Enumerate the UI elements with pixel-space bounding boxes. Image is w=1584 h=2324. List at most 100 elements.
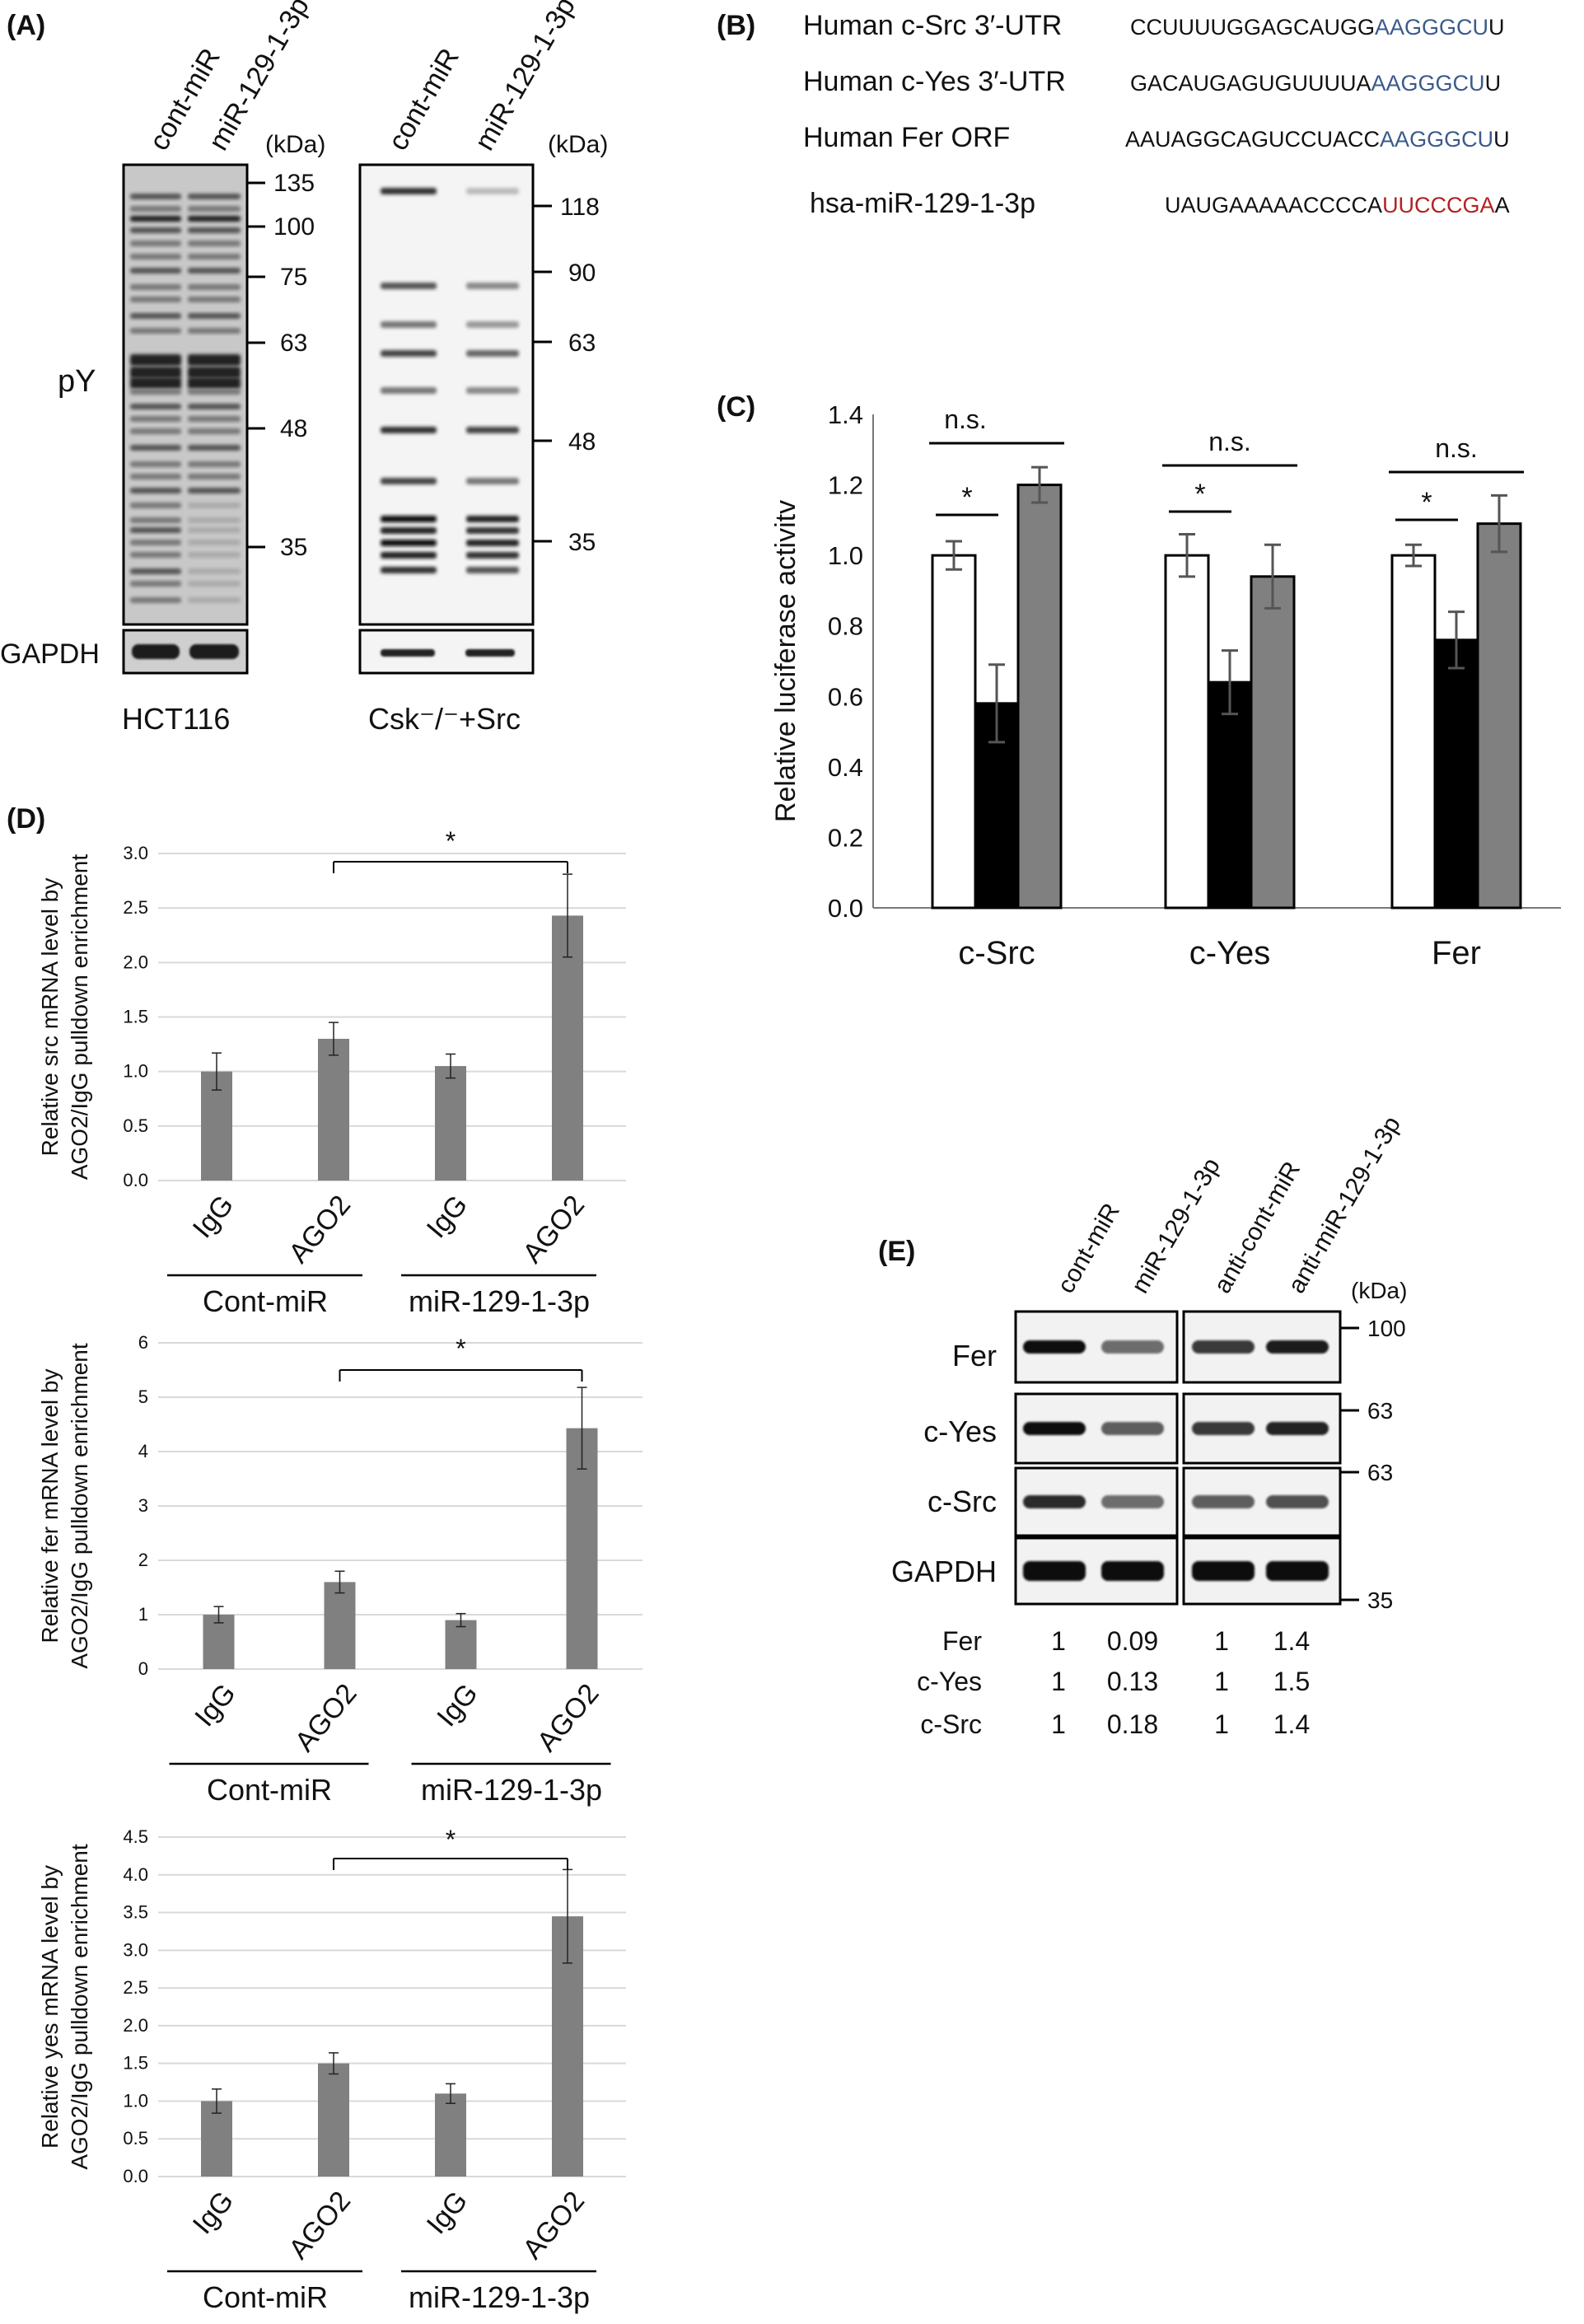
blot1-row-label: pY <box>58 364 96 399</box>
blot1-band <box>188 503 241 508</box>
blot1-band <box>188 527 241 533</box>
x-category-label: c-Yes <box>1189 935 1271 971</box>
y-tick-label: 2 <box>138 1550 148 1570</box>
panel-b-label: (B) <box>717 10 755 41</box>
blot2-marker-0: 118 <box>560 194 600 221</box>
y-tick-label: 3.5 <box>123 1902 148 1923</box>
blot1-band <box>188 552 241 558</box>
blot2-band <box>381 321 437 328</box>
blot1-marker-2: 75 <box>280 264 307 291</box>
blot1-bands <box>130 194 241 603</box>
blot1-band <box>188 474 241 479</box>
panel-e-band <box>1101 1340 1164 1354</box>
sequence-seed: AAGGGCU <box>1380 127 1493 152</box>
sequence-text: GACAUGAGUGUUUUAAAGGGCUU <box>1130 71 1501 96</box>
blot2-band <box>466 350 519 357</box>
y-axis-label-line: Relative fer mRNA level by <box>37 1368 63 1643</box>
blot1-band <box>188 206 241 212</box>
x-category-label: IgG <box>187 2186 240 2240</box>
blot1-band <box>188 284 241 290</box>
panel-e-band <box>1023 1422 1086 1435</box>
blot2-bands <box>381 188 519 573</box>
panel-e-quant-value: 1 <box>1051 1667 1066 1696</box>
y-tick-label: 0.2 <box>828 823 863 852</box>
panel-e-marker-label: 100 <box>1367 1316 1406 1341</box>
panel-e-band <box>1101 1561 1164 1581</box>
blot2-cell-line: Csk⁻/⁻+Src <box>368 702 521 736</box>
panel-e-band <box>1023 1561 1086 1581</box>
blot1-band <box>188 445 241 451</box>
blot2-band <box>466 427 519 433</box>
panel-e-lane-label: miR-129-1-3p <box>1126 1153 1225 1298</box>
x-category-label: AGO2 <box>289 1678 363 1758</box>
panel-e-row-label: Fer <box>952 1339 997 1372</box>
blot1-band <box>188 254 241 260</box>
blot1-band <box>130 517 181 523</box>
blot2-band <box>381 350 437 357</box>
panel-e-quant-value: 1 <box>1051 1626 1066 1656</box>
blot1-band <box>130 568 181 574</box>
chart-c: 0.0 0.2 0.4 0.6 0.8 1.0 1.2 1.4 Relative lucifer… <box>770 400 1561 971</box>
blot2-marker-3: 48 <box>568 428 596 456</box>
sig-label: * <box>456 1334 465 1363</box>
y-tick-label: 1.2 <box>828 471 863 500</box>
sequence-seed: UUCCCGA <box>1382 193 1495 217</box>
bar <box>552 915 583 1181</box>
panel-e-band <box>1266 1340 1329 1354</box>
x-category-label: IgG <box>421 2186 474 2240</box>
blot1-band <box>188 227 241 233</box>
panel-b: (B) Human c-Src 3′-UTR CCUUUUGGAGCAUGGAAG… <box>717 10 1510 219</box>
blot2-marker-4: 35 <box>568 529 596 556</box>
blot1-band <box>188 241 241 246</box>
panel-e-quant-value: 0.13 <box>1107 1667 1158 1696</box>
y-tick-label: 2.0 <box>123 952 148 972</box>
panel-e-quant-value: 1.5 <box>1273 1667 1310 1696</box>
blot2-lane-label-0: cont-miR <box>382 43 465 156</box>
blot2-gapdh-band-0 <box>381 649 435 657</box>
x-category-label: AGO2 <box>516 1190 591 1270</box>
sig-label: * <box>446 1825 456 1854</box>
panel-e-quant-value: 1 <box>1214 1667 1229 1696</box>
blot1-gapdh-band-1 <box>189 644 239 659</box>
blot1-band <box>130 313 181 319</box>
blot1-band <box>130 268 181 274</box>
y-tick-label: 1.4 <box>828 400 863 429</box>
blot1-band <box>188 328 241 334</box>
y-tick-label: 4.0 <box>123 1864 148 1885</box>
blot2-band <box>466 188 519 194</box>
y-tick-label: 6 <box>138 1332 148 1353</box>
panel-e-row-label: c-Src <box>928 1485 997 1518</box>
chart-d-fer: 0 1 2 3 4 5 6 Relative fer mRNA level by AGO2/Ig… <box>37 1332 642 1807</box>
blot1-band <box>130 597 181 603</box>
sequence-seed: AAGGGCU <box>1371 71 1485 96</box>
blot2-band <box>381 478 437 484</box>
blot1-gapdh-band-0 <box>132 644 180 659</box>
y-tick-label: 3 <box>138 1495 148 1516</box>
blot1-marker-3: 63 <box>280 330 307 357</box>
sequence-tail: U <box>1488 15 1505 40</box>
blot1-band <box>130 581 181 587</box>
bar <box>1433 638 1479 909</box>
blot2-band <box>466 527 519 534</box>
blot1-band <box>188 354 241 366</box>
bar <box>1207 680 1253 909</box>
y-tick-label: 1.0 <box>123 1061 148 1082</box>
y-axis-label-line: AGO2/IgG pulldown enrichment <box>67 1844 92 2170</box>
y-tick-label: 0.0 <box>123 2166 148 2186</box>
panel-e-marker-label: 63 <box>1367 1460 1393 1485</box>
panel-e-quant-value: 1.4 <box>1273 1626 1310 1656</box>
bar <box>445 1620 477 1669</box>
blot2-markers: 118 90 63 48 35 <box>533 194 600 556</box>
blot1-marker-5: 35 <box>280 534 307 561</box>
bar <box>1016 484 1063 909</box>
blot1-band <box>188 313 241 319</box>
blot1-band <box>130 354 181 366</box>
blot1-band <box>130 540 181 545</box>
blot2-band <box>466 387 519 394</box>
blot2-band <box>466 567 519 573</box>
x-category-label: IgG <box>187 1190 240 1244</box>
blot1-band <box>130 227 181 233</box>
blot1-band <box>188 404 241 409</box>
blot1-band <box>188 416 241 422</box>
